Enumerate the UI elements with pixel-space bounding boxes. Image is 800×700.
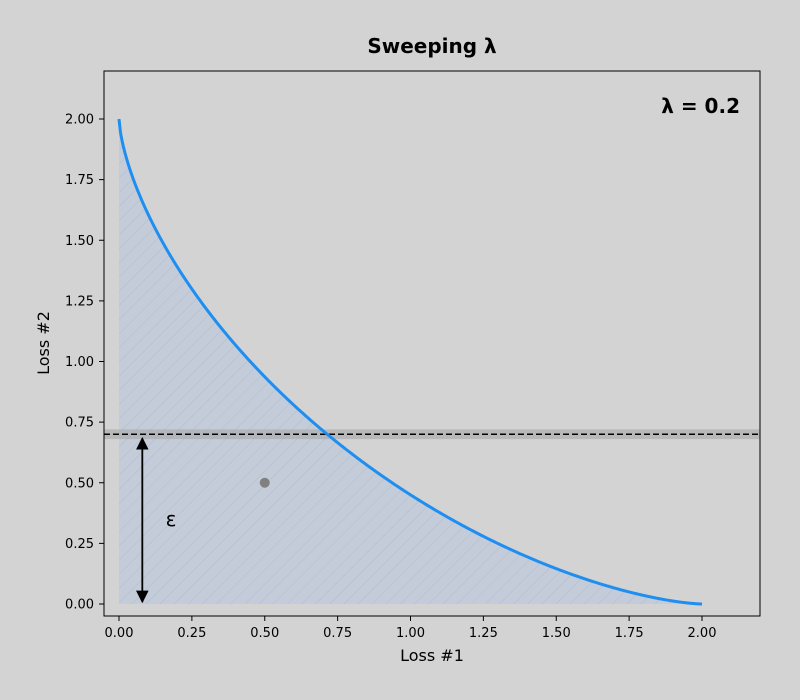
x-tick-label: 0.00	[105, 626, 134, 641]
chart-title: Sweeping λ	[367, 34, 497, 58]
y-tick-label: 0.75	[65, 416, 94, 431]
x-tick-label: 1.50	[542, 626, 571, 641]
x-tick-label: 0.25	[177, 626, 206, 641]
y-axis-label: Loss #2	[34, 311, 53, 375]
plot-frame	[103, 70, 761, 617]
x-tick-label: 1.00	[396, 626, 425, 641]
x-tick-label: 0.75	[323, 626, 352, 641]
y-tick-label: 0.50	[65, 476, 94, 491]
y-tick-label: 2.00	[65, 113, 94, 128]
y-tick-label: 1.75	[65, 173, 94, 188]
x-tick-label: 1.25	[469, 626, 498, 641]
x-tick-label: 0.50	[250, 626, 279, 641]
y-tick-label: 1.25	[65, 294, 94, 309]
y-axis-ticks: 0.00 0.25 0.50 0.75 1.00 1.25 1.50 1.75 2.00	[65, 113, 104, 613]
y-tick-label: 0.00	[65, 598, 94, 613]
lambda-annotation: λ = 0.2	[661, 94, 740, 118]
epsilon-label: ε	[166, 507, 177, 531]
y-tick-label: 0.25	[65, 537, 94, 552]
x-tick-label: 2.00	[688, 626, 717, 641]
y-tick-label: 1.50	[65, 234, 94, 249]
x-axis-label: Loss #1	[400, 646, 464, 665]
x-tick-label: 1.75	[615, 626, 644, 641]
y-tick-label: 1.00	[65, 355, 94, 370]
pareto-curve-series	[117, 118, 703, 606]
x-axis-ticks: 0.00 0.25 0.50 0.75 1.00 1.25 1.50 1.75 2.00	[105, 616, 717, 641]
highlight-point	[259, 477, 270, 488]
